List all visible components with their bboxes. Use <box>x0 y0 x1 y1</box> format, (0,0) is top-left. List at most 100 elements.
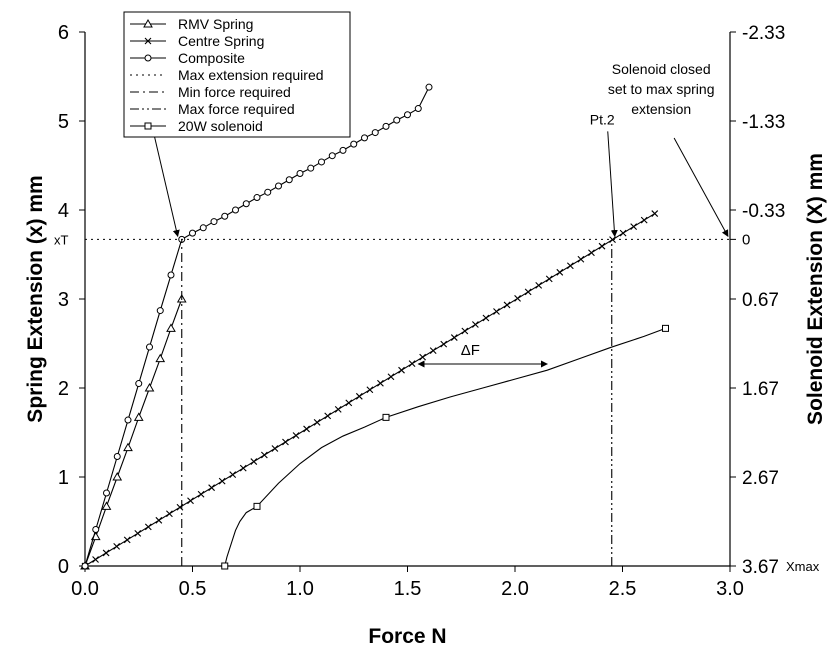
y2-tick-label: 2.67 <box>742 468 779 489</box>
data-point-x <box>345 399 353 407</box>
data-point-circle <box>156 307 164 315</box>
series-line-composite <box>84 86 430 567</box>
x-tick-label: 1.0 <box>286 578 314 600</box>
legend-label: Max force required <box>178 101 295 117</box>
data-point-x <box>566 262 574 270</box>
x-axis-label: Force N <box>368 625 446 648</box>
data-point-x <box>471 321 479 328</box>
y-tick-label: 1 <box>58 467 69 489</box>
data-point-x <box>366 386 374 394</box>
data-point-circle <box>253 194 261 202</box>
data-point-circle <box>393 116 401 124</box>
data-point-square <box>382 413 390 421</box>
annotation-pt2-arrow <box>607 131 618 238</box>
y2-tick-label: -2.33 <box>742 23 785 44</box>
data-point-triangle <box>143 18 153 28</box>
y2-tick-label: -1.33 <box>742 112 785 133</box>
legend-label: Centre Spring <box>178 33 264 49</box>
series-line-rmv-spring <box>84 298 183 567</box>
data-point-circle <box>199 224 207 232</box>
data-point-x <box>503 301 511 309</box>
data-point-circle <box>318 158 325 166</box>
annotation-Xmax: Xmax <box>786 559 820 574</box>
data-point-x <box>113 543 121 550</box>
data-point-triangle <box>112 471 123 481</box>
data-point-x <box>493 308 500 315</box>
data-point-circle <box>113 453 121 461</box>
data-point-x <box>355 392 363 400</box>
data-point-triangle <box>166 323 176 332</box>
data-point-x <box>429 347 437 355</box>
data-point-x <box>387 373 395 381</box>
data-point-x <box>577 255 585 263</box>
data-point-triangle <box>133 412 144 421</box>
data-point-triangle <box>155 353 166 363</box>
data-point-x <box>144 37 152 45</box>
data-point-x <box>239 464 247 472</box>
data-point-x <box>440 340 448 348</box>
y2-tick-label: -0.33 <box>742 201 785 222</box>
y2-axis-label: Solenoid Extension (X) mm <box>804 153 827 425</box>
data-point-circle <box>232 206 239 214</box>
data-point-x <box>450 334 458 341</box>
data-point-x <box>377 379 384 387</box>
annotation-solenoid-closed-arrow <box>673 137 729 237</box>
y-tick-label: 3 <box>58 289 69 311</box>
data-point-x <box>651 210 659 217</box>
data-point-x <box>166 510 173 518</box>
data-point-x <box>640 216 648 224</box>
y2-tick-label: 0 <box>742 231 750 248</box>
y2-tick-label: 1.67 <box>742 379 779 400</box>
x-tick-label: 1.5 <box>394 578 422 600</box>
data-point-x <box>535 281 543 289</box>
data-point-circle <box>221 212 229 220</box>
data-point-circle <box>135 380 143 388</box>
annotation-xT: xT <box>54 232 69 247</box>
legend-label: Max extension required <box>178 67 324 83</box>
data-point-x <box>482 314 490 322</box>
data-point-square <box>253 502 261 510</box>
data-point-circle <box>361 134 368 142</box>
data-point-x <box>102 549 110 557</box>
data-point-x <box>218 477 226 485</box>
data-point-circle <box>92 526 100 534</box>
data-point-x <box>144 523 152 531</box>
data-point-triangle <box>101 501 112 510</box>
data-point-triangle <box>123 442 133 452</box>
data-point-circle <box>81 562 89 570</box>
data-point-x <box>92 556 99 563</box>
data-point-square <box>662 324 669 332</box>
data-point-x <box>271 445 279 452</box>
data-point-x <box>598 242 606 250</box>
data-point-circle <box>210 218 218 226</box>
data-point-square <box>144 122 152 130</box>
annotation-delta-f: ΔF <box>461 342 480 359</box>
annotation-solenoid-closed-line: Solenoid closed <box>612 61 711 77</box>
y-axis-label: Spring Extension (x) mm <box>24 175 47 422</box>
data-point-triangle <box>144 382 155 392</box>
y-tick-label: 6 <box>58 22 69 44</box>
data-point-circle <box>103 489 110 497</box>
data-point-x <box>398 366 405 374</box>
x-tick-label: 0.5 <box>179 578 207 600</box>
data-point-x <box>208 484 215 492</box>
data-point-x <box>609 236 616 244</box>
x-tick-label: 2.5 <box>609 578 637 600</box>
y-tick-label: 2 <box>58 378 69 400</box>
data-point-circle <box>167 271 175 279</box>
data-point-x <box>630 223 638 231</box>
data-point-x <box>419 353 427 361</box>
annotation-pt2: Pt.2 <box>590 111 615 127</box>
data-point-circle <box>339 146 347 154</box>
data-point-x <box>123 536 131 544</box>
data-point-x <box>461 327 469 335</box>
y2-tick-label: 3.67 <box>742 557 779 578</box>
data-point-x <box>134 529 142 537</box>
data-point-x <box>250 458 258 465</box>
series-line-20w-solenoid <box>224 327 666 567</box>
data-point-circle <box>264 188 272 196</box>
x-tick-label: 2.0 <box>501 578 529 600</box>
data-point-x <box>524 288 532 296</box>
data-point-circle <box>307 164 315 172</box>
